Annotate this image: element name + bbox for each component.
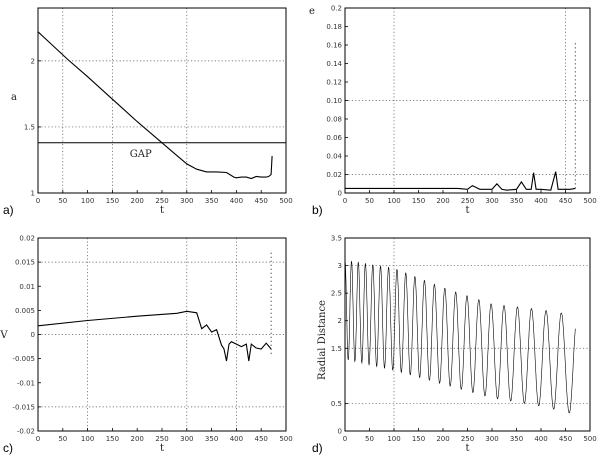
y-tick-label: 0.01 [19, 283, 35, 291]
y-axis-label: V [0, 330, 8, 341]
x-tick-label: 350 [510, 435, 523, 443]
x-tick-label: 450 [559, 197, 572, 205]
data-series [37, 310, 272, 362]
x-tick-label: 200 [131, 435, 144, 443]
x-tick-label: 150 [106, 435, 119, 443]
y-tick-label: 2.5 [331, 290, 342, 298]
x-tick-label: 100 [81, 435, 94, 443]
x-tick-label: 500 [583, 435, 596, 443]
x-tick-label: 500 [583, 197, 596, 205]
x-tick-label: 500 [279, 435, 292, 443]
x-tick-label: 400 [534, 197, 547, 205]
radial-distance-series [344, 260, 576, 414]
y-tick-label: 2 [31, 57, 35, 65]
panel-label: b) [312, 203, 323, 217]
panel-c: 0 50 100 150 200 250 300 350 400 450 500 0.02 0.015 0… [0, 235, 293, 456]
x-tick-label: 400 [534, 435, 547, 443]
y-tick-label: -0.015 [12, 403, 35, 411]
x-tick-label: 200 [131, 197, 144, 205]
panel-d: 0 50 100 150 200 250 300 350 400 450 500 3.5 3 2.5 2 1.… [312, 235, 597, 456]
x-tick-label: 150 [412, 197, 425, 205]
x-tick-label: 400 [230, 435, 243, 443]
x-tick-label: 0 [343, 197, 347, 205]
y-tick-label: 0.005 [15, 307, 35, 315]
x-tick-label: 250 [461, 435, 474, 443]
x-axis-label: t [160, 443, 164, 454]
y-tick-label: -0.01 [17, 379, 35, 387]
x-tick-label: 450 [559, 435, 572, 443]
y-tick-label: 3.5 [331, 235, 342, 243]
y-tick-label: 0.08 [326, 116, 342, 124]
y-tick-label: 0.02 [326, 171, 342, 179]
x-tick-label: 350 [205, 197, 218, 205]
x-tick-label: 200 [436, 197, 449, 205]
plot-frame [37, 7, 287, 194]
x-tick-label: 450 [255, 435, 268, 443]
data-series [37, 31, 273, 180]
x-tick-label: 300 [485, 435, 498, 443]
data-series [345, 171, 576, 191]
x-tick-label: 0 [343, 435, 347, 443]
x-tick-label: 250 [461, 197, 474, 205]
x-tick-label: 0 [36, 197, 40, 205]
x-tick-label: 350 [205, 435, 218, 443]
x-tick-label: 0 [36, 435, 40, 443]
y-tick-label: 1.5 [331, 345, 342, 353]
y-tick-label: 3 [338, 262, 342, 270]
x-tick-label: 150 [106, 197, 119, 205]
x-tick-label: 350 [510, 197, 523, 205]
y-tick-label: 0.18 [326, 23, 342, 31]
panel-label: c) [3, 441, 13, 455]
gap-annotation: GAP [130, 149, 152, 160]
y-tick-label: 0.2 [331, 5, 342, 13]
x-tick-label: 100 [81, 197, 94, 205]
x-axis-label: t [465, 205, 469, 216]
panel-label: a) [3, 203, 14, 217]
y-tick-label: -0.02 [17, 428, 35, 436]
panel-label: d) [312, 441, 323, 455]
x-tick-label: 400 [230, 197, 243, 205]
x-tick-label: 500 [279, 197, 292, 205]
x-tick-label: 300 [180, 197, 193, 205]
x-tick-label: 200 [436, 435, 449, 443]
y-tick-label: 0 [31, 331, 35, 339]
y-tick-label: 0.12 [326, 79, 342, 87]
y-tick-label: 0.02 [19, 235, 35, 243]
x-tick-label: 250 [155, 197, 168, 205]
y-tick-label: 0.06 [326, 134, 342, 142]
y-axis-label: Radial Distance [317, 300, 328, 380]
x-axis-label: t [160, 205, 164, 216]
x-axis-label: t [465, 443, 469, 454]
x-tick-label: 50 [58, 435, 67, 443]
plot-frame [344, 237, 591, 432]
x-tick-label: 50 [365, 435, 374, 443]
x-tick-label: 450 [255, 197, 268, 205]
y-tick-label: 0.015 [15, 259, 35, 267]
x-tick-label: 100 [387, 197, 400, 205]
x-tick-label: 250 [155, 435, 168, 443]
y-tick-label: 0.5 [331, 400, 342, 408]
y-axis-label: e [309, 6, 315, 17]
x-tick-label: 150 [412, 435, 425, 443]
y-tick-label: 1.5 [24, 123, 35, 131]
panel-a: 0 50 100 150 200 250 300 350 400 450 500 2 1.5 1 t a a) G… [3, 7, 293, 217]
y-tick-label: 0.10 [326, 97, 342, 105]
x-tick-label: 50 [365, 197, 374, 205]
y-tick-label: 0.14 [326, 60, 342, 68]
y-tick-label: 0 [338, 190, 342, 198]
x-tick-label: 100 [387, 435, 400, 443]
y-tick-label: 1 [31, 190, 35, 198]
y-tick-label: -0.005 [12, 355, 35, 363]
y-tick-label: 0 [338, 428, 342, 436]
y-axis-label: a [11, 92, 17, 103]
x-tick-label: 300 [485, 197, 498, 205]
panel-b: 0 50 100 150 200 250 300 350 400 450 500 0.2 0.18 0.1… [309, 5, 597, 218]
y-tick-label: 2 [338, 317, 342, 325]
y-tick-label: 0.04 [326, 153, 342, 161]
x-tick-label: 300 [180, 435, 193, 443]
y-tick-label: 0.16 [326, 42, 342, 50]
x-tick-label: 50 [58, 197, 67, 205]
